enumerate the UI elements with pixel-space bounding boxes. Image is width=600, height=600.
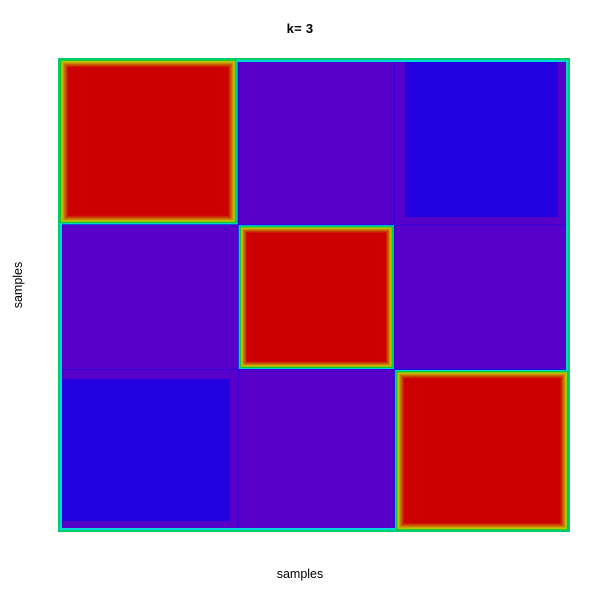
heatmap-plot-area[interactable] <box>58 58 570 532</box>
y-axis-label: samples <box>11 261 25 309</box>
page-title: k= 3 <box>286 21 314 36</box>
consensus-heatmap-canvas[interactable] <box>58 58 570 532</box>
x-axis-label: samples <box>276 567 324 581</box>
